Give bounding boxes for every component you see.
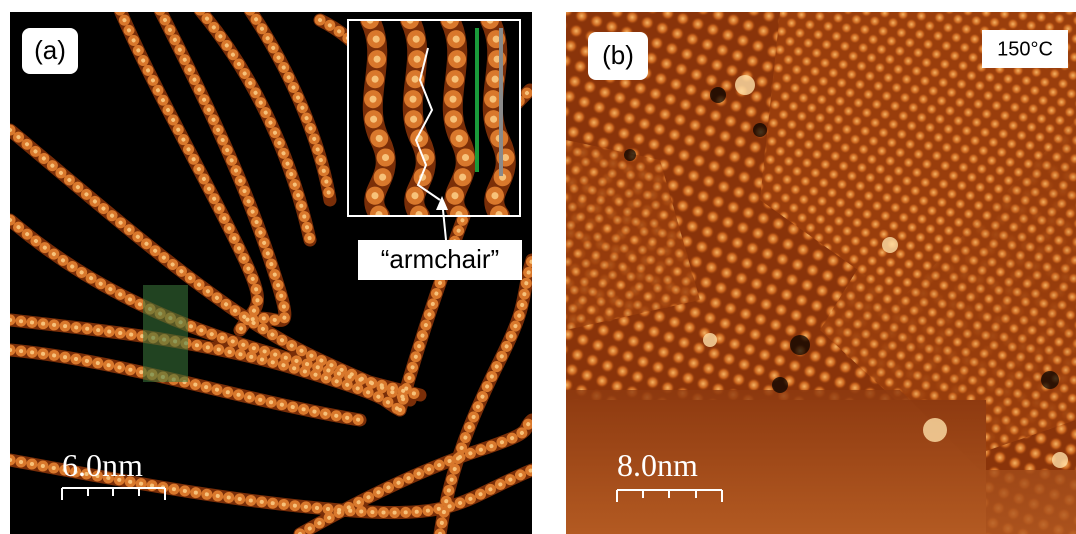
page: {"panels": [ {"label": "(a)", "scale_bar… xyxy=(0,0,1076,534)
panel-label: (a) xyxy=(34,35,66,65)
panel-a: “armchair” (a) 6.0nm xyxy=(10,10,532,534)
highlight-box xyxy=(143,285,188,382)
temperature-label: 150°C xyxy=(997,38,1053,60)
callout-text: “armchair” xyxy=(381,244,499,274)
figure: “armchair” (a) 6.0nm (b) 150°C 8. xyxy=(0,0,1076,534)
panel-b: (b) 150°C 8.0nm xyxy=(566,12,1076,534)
scale-bar-label: 6.0nm xyxy=(62,447,143,483)
scale-bar-label: 8.0nm xyxy=(617,447,698,483)
panel-label: (b) xyxy=(602,40,634,70)
